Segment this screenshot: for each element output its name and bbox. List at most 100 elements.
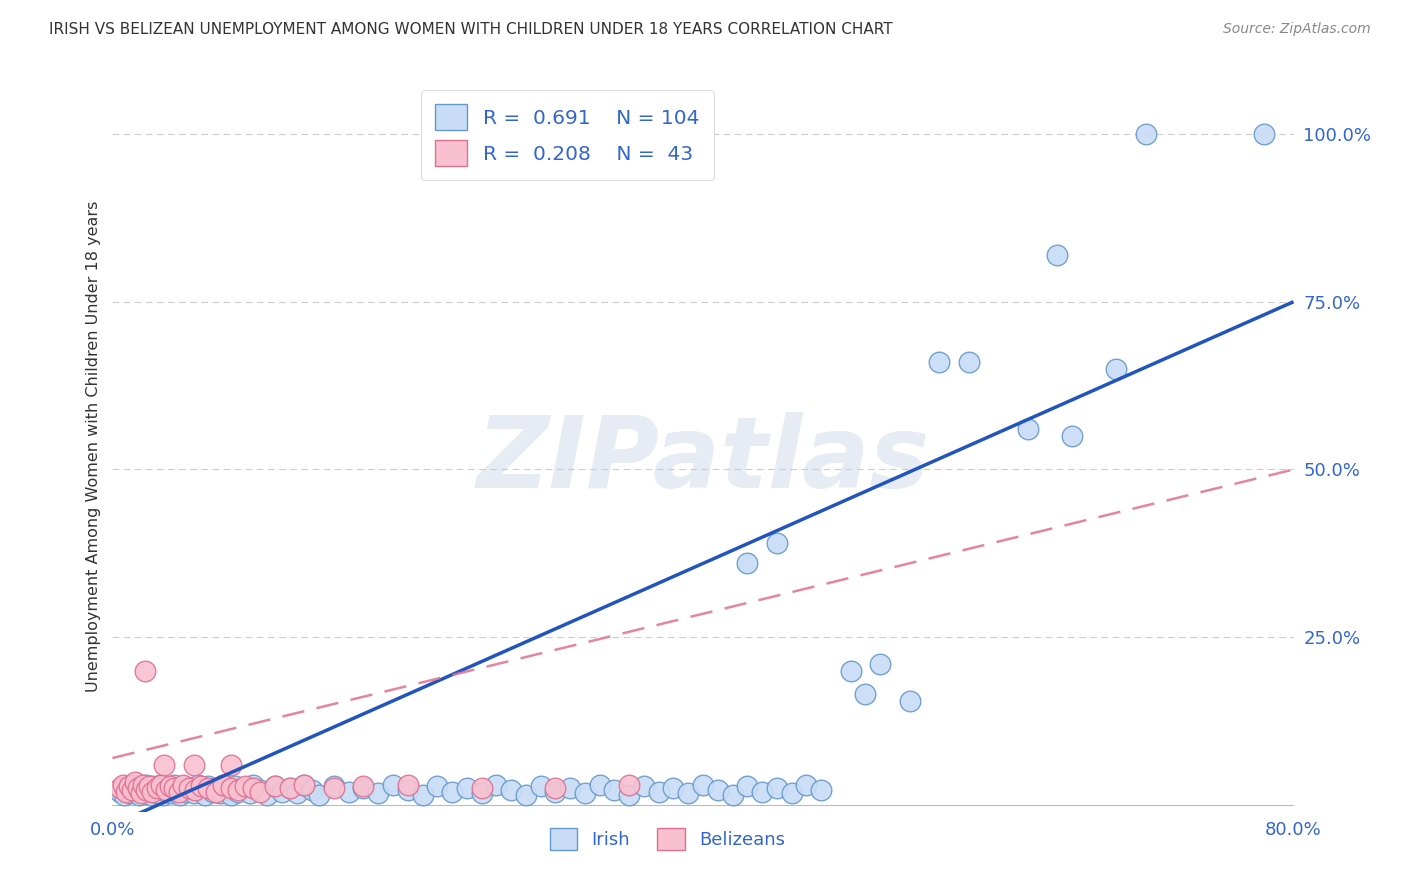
Point: [194, 788, 217, 802]
Point: [323, 781, 346, 796]
Point: [146, 781, 169, 796]
Point: [212, 778, 235, 792]
Point: [152, 788, 174, 802]
Point: [163, 778, 186, 792]
Point: [134, 664, 156, 678]
Point: [1046, 248, 1069, 262]
Point: [157, 781, 180, 796]
Point: [678, 786, 700, 800]
Point: [184, 783, 207, 797]
Point: [121, 783, 143, 797]
Point: [928, 355, 950, 369]
Point: [148, 786, 170, 800]
Point: [160, 786, 183, 800]
Point: [146, 781, 169, 796]
Point: [588, 778, 610, 792]
Point: [128, 788, 150, 802]
Point: [219, 757, 242, 772]
Point: [127, 779, 149, 793]
Point: [957, 355, 980, 369]
Text: ZIPatlas: ZIPatlas: [477, 412, 929, 509]
Point: [108, 784, 131, 798]
Point: [292, 778, 315, 792]
Point: [138, 783, 160, 797]
Point: [352, 779, 374, 793]
Point: [256, 788, 278, 802]
Point: [780, 786, 803, 800]
Point: [869, 657, 891, 671]
Point: [134, 786, 156, 800]
Point: [205, 784, 228, 798]
Point: [367, 786, 389, 800]
Point: [117, 781, 138, 796]
Point: [249, 784, 271, 798]
Point: [135, 783, 157, 797]
Point: [226, 783, 249, 797]
Point: [172, 779, 194, 793]
Point: [382, 778, 405, 792]
Point: [766, 536, 789, 550]
Point: [485, 778, 508, 792]
Point: [226, 784, 249, 798]
Point: [163, 781, 186, 796]
Point: [142, 784, 165, 798]
Point: [470, 781, 494, 796]
Point: [108, 781, 131, 796]
Point: [692, 778, 714, 792]
Text: IRISH VS BELIZEAN UNEMPLOYMENT AMONG WOMEN WITH CHILDREN UNDER 18 YEARS CORRELAT: IRISH VS BELIZEAN UNEMPLOYMENT AMONG WOM…: [49, 22, 893, 37]
Point: [544, 784, 567, 798]
Point: [796, 778, 818, 792]
Point: [301, 783, 323, 797]
Point: [217, 783, 239, 797]
Point: [149, 778, 172, 792]
Point: [132, 778, 155, 792]
Point: [219, 781, 242, 796]
Point: [308, 788, 330, 802]
Point: [515, 788, 537, 802]
Point: [138, 779, 160, 793]
Point: [131, 784, 153, 798]
Point: [441, 784, 464, 798]
Point: [285, 786, 308, 800]
Point: [135, 778, 157, 792]
Point: [139, 788, 162, 802]
Point: [1135, 127, 1157, 141]
Point: [839, 664, 862, 678]
Point: [201, 784, 224, 798]
Point: [292, 778, 315, 792]
Point: [529, 779, 551, 793]
Point: [132, 781, 155, 796]
Point: [209, 786, 232, 800]
Point: [121, 778, 143, 792]
Point: [169, 788, 191, 802]
Point: [153, 779, 176, 793]
Point: [174, 784, 197, 798]
Point: [159, 779, 181, 793]
Point: [179, 781, 201, 796]
Point: [212, 778, 235, 792]
Point: [156, 784, 179, 798]
Text: Source: ZipAtlas.com: Source: ZipAtlas.com: [1223, 22, 1371, 37]
Point: [197, 779, 219, 793]
Point: [153, 757, 176, 772]
Point: [1017, 422, 1039, 436]
Point: [127, 781, 149, 796]
Point: [737, 557, 759, 571]
Point: [603, 783, 626, 797]
Point: [233, 781, 256, 796]
Point: [124, 783, 146, 797]
Point: [810, 783, 832, 797]
Point: [898, 694, 921, 708]
Point: [150, 783, 173, 797]
Point: [197, 781, 219, 796]
Point: [411, 788, 433, 802]
Point: [501, 783, 523, 797]
Point: [352, 781, 374, 796]
Point: [470, 786, 494, 800]
Point: [619, 778, 641, 792]
Point: [737, 779, 759, 793]
Point: [264, 779, 287, 793]
Point: [323, 779, 346, 793]
Point: [337, 784, 360, 798]
Point: [855, 687, 877, 701]
